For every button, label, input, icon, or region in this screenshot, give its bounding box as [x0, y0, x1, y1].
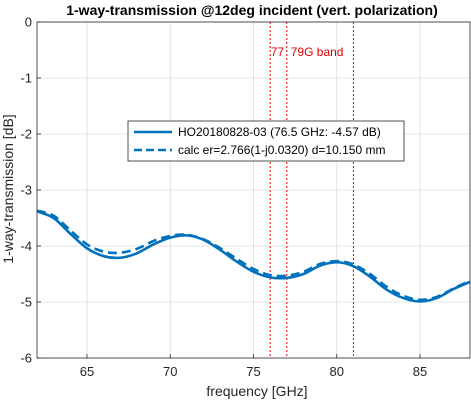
band-label: 77 79G band: [271, 45, 344, 59]
band-lines: [269, 22, 354, 358]
series-line-1: [36, 209, 471, 302]
y-axis-label: 1-way-transmission [dB]: [0, 114, 16, 263]
x-tick-label: 75: [246, 364, 260, 379]
legend-box: [127, 120, 405, 162]
legend-label-calc: calc er=2.766(1-j0.0320) d=10.150 mm: [178, 143, 385, 157]
x-tick-labels: 65 70 75 80 85: [80, 354, 427, 379]
x-tick-label: 65: [80, 364, 94, 379]
grid: [37, 21, 470, 359]
y-tick-label: 0: [25, 15, 32, 30]
legend: HO20180828-03 (76.5 GHz: -4.57 dB) calc …: [127, 120, 405, 162]
x-tick-label: 85: [413, 364, 427, 379]
y-tick-label: -2: [20, 127, 32, 142]
x-tick-label: 70: [163, 364, 177, 379]
series-line-0: [36, 210, 471, 303]
y-tick-labels: 0 -1 -2 -3 -4 -5 -6: [20, 15, 41, 366]
chart-title: 1-way-transmission @12deg incident (vert…: [66, 2, 438, 18]
y-tick-label: -1: [20, 71, 32, 86]
legend-label-measured: HO20180828-03 (76.5 GHz: -4.57 dB): [178, 125, 381, 139]
y-tick-label: -5: [20, 295, 32, 310]
x-tick-label: 80: [330, 364, 344, 379]
x-axis-label: frequency [GHz]: [206, 383, 307, 399]
y-tick-label: -3: [20, 183, 32, 198]
y-tick-label: -6: [20, 351, 32, 366]
y-tick-label: -4: [20, 239, 32, 254]
series-lines: [36, 209, 471, 303]
